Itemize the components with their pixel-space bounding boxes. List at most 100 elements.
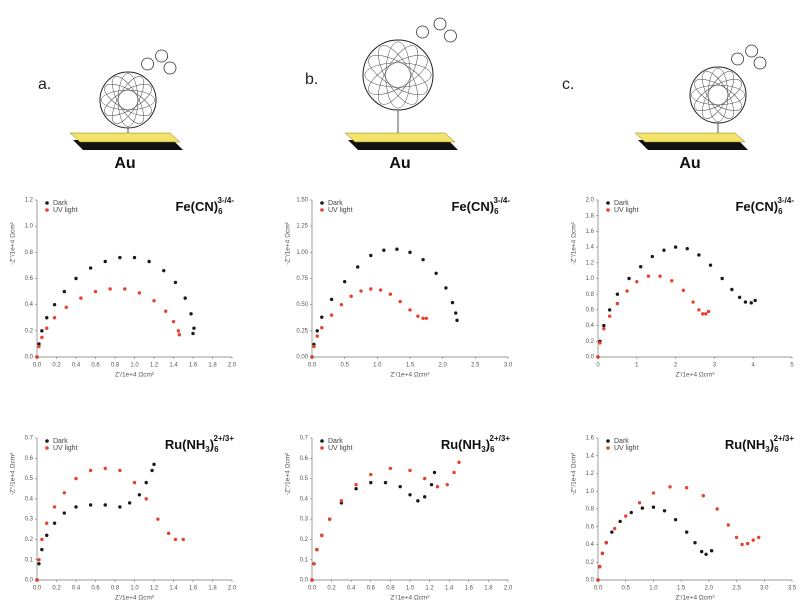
data-point: [398, 299, 402, 304]
data-point: [604, 541, 609, 545]
y-tick-label: 0.2: [25, 537, 34, 543]
x-tick-label: 0.2: [52, 586, 61, 592]
y-tick-label: 0.1: [300, 557, 309, 563]
data-point: [315, 547, 319, 552]
data-point: [176, 329, 181, 333]
data-point: [651, 505, 656, 509]
data-point: [369, 287, 373, 291]
y-axis-label: -Z''/1e+4 Ωcm²: [10, 221, 17, 264]
data-point: [424, 316, 429, 320]
x-tick-label: 1.4: [169, 363, 178, 369]
chart-title-part: 3-/4-: [218, 196, 235, 205]
y-tick-label: 2.0: [586, 198, 595, 204]
chart-title: Ru(NH3)6 2+/3+: [725, 434, 794, 454]
data-point: [339, 499, 344, 503]
legend-swatch: [606, 201, 610, 205]
y-tick-label: 0.0: [586, 355, 595, 361]
y-tick-label: 1.0: [25, 224, 34, 230]
data-point: [597, 564, 602, 569]
data-point: [646, 274, 651, 278]
y-tick-label: 0.4: [300, 496, 309, 502]
data-point: [315, 329, 319, 333]
data-point: [315, 334, 319, 338]
y-tick-label: 1.0: [586, 489, 595, 495]
data-point: [408, 250, 412, 255]
data-point: [173, 537, 178, 542]
data-point: [52, 505, 57, 509]
data-point: [191, 331, 195, 336]
data-point: [369, 472, 373, 477]
fullerene-cage: [104, 83, 152, 117]
data-point: [52, 302, 57, 307]
phenyl: [444, 29, 457, 43]
data-point: [435, 484, 440, 489]
y-tick-label: 0.0: [25, 578, 34, 584]
data-point: [697, 308, 701, 312]
y-tick-label: 0.1: [25, 557, 34, 563]
data-point: [452, 470, 456, 475]
chart-title: Fe(CN)6 3-/4-: [735, 196, 794, 216]
data-point: [378, 288, 383, 292]
legend-label: Dark: [328, 438, 343, 445]
data-point: [450, 300, 455, 305]
data-point: [624, 514, 628, 518]
data-point: [37, 562, 41, 566]
data-point: [699, 549, 704, 554]
data-point: [62, 289, 66, 294]
y-tick-label: 0.2: [300, 537, 309, 543]
data-point: [618, 519, 622, 524]
data-point: [737, 295, 742, 300]
data-point: [701, 493, 706, 498]
x-tick-label: 3: [713, 363, 717, 369]
data-point: [88, 266, 93, 270]
x-tick-label: 1.6: [189, 363, 198, 369]
data-point: [596, 355, 600, 359]
x-tick-label: 0.2: [52, 363, 61, 369]
data-point: [704, 552, 708, 556]
y-tick-label: 0.8: [586, 507, 595, 513]
data-point: [445, 482, 449, 487]
y-tick-label: 1.8: [586, 213, 595, 219]
phenyl: [731, 52, 744, 66]
data-point: [137, 291, 142, 295]
data-point: [192, 326, 196, 330]
x-tick-label: 0.8: [111, 363, 120, 369]
data-point: [454, 311, 458, 315]
data-point: [40, 537, 44, 542]
chart-title-part: 3: [205, 445, 210, 454]
chart-title-part: 6: [494, 207, 499, 216]
y-tick-label: 1.4: [586, 453, 595, 459]
x-tick-label: 1: [635, 363, 639, 369]
data-point: [423, 476, 427, 481]
phenyl: [745, 44, 758, 58]
x-tick-label: 0.8: [386, 586, 395, 592]
data-point: [610, 530, 614, 534]
chart-title: Fe(CN)6 3-/4-: [451, 196, 510, 216]
fullerene-cage: [104, 83, 152, 117]
data-point: [684, 486, 689, 490]
x-tick-label: 1.0: [649, 586, 658, 592]
data-point: [670, 279, 674, 283]
x-tick-label: 3.0: [504, 363, 513, 369]
data-point: [74, 476, 78, 481]
data-point: [701, 312, 705, 316]
data-point: [757, 535, 761, 540]
data-point: [52, 521, 57, 525]
data-point: [64, 305, 68, 309]
data-point: [662, 248, 666, 252]
data-point: [127, 501, 132, 505]
data-point: [152, 462, 156, 467]
data-point: [629, 510, 633, 515]
data-point: [423, 495, 427, 499]
x-tick-label: 1.5: [677, 586, 686, 592]
phenyl: [753, 56, 767, 70]
legend-swatch: [606, 439, 610, 443]
y-tick-label: 0.8: [25, 250, 34, 256]
chart-title-part: 2+/3+: [214, 434, 235, 443]
fullerene-cage: [364, 62, 432, 88]
chart-title-part: Fe(CN): [175, 199, 218, 214]
data-point: [144, 497, 148, 501]
x-tick-label: 2.5: [732, 586, 741, 592]
x-tick-label: 2.0: [705, 586, 714, 592]
x-axis-label: Z'/1e+4 Ωcm²: [390, 372, 430, 379]
